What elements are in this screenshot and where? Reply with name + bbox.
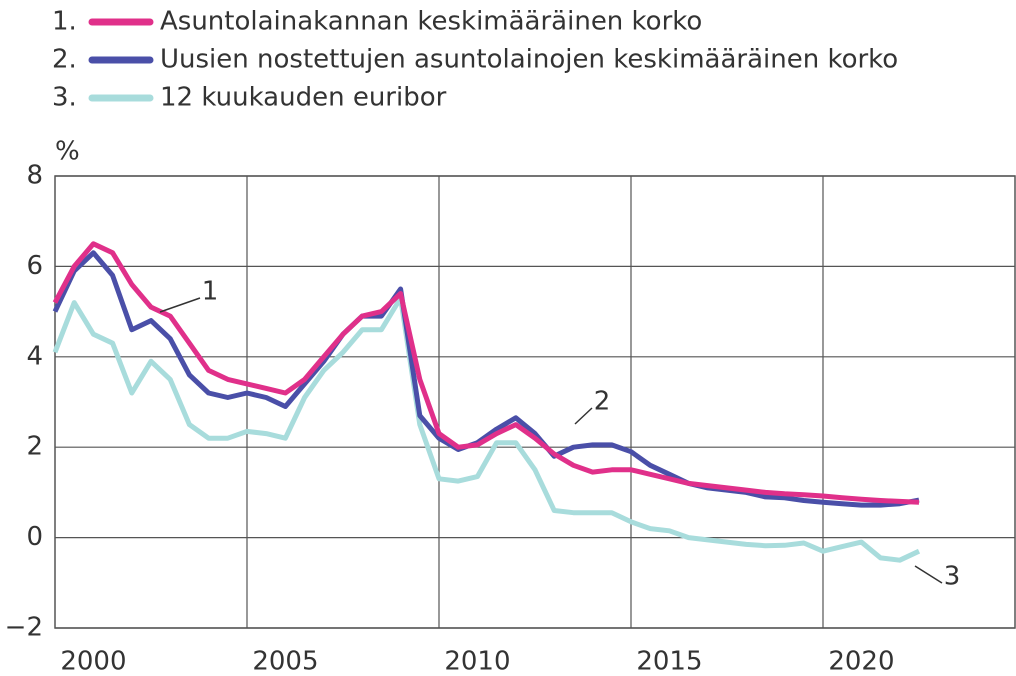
legend-number: 2.: [52, 45, 77, 75]
series-line: [52, 241, 920, 505]
legend-label: Uusien nostettujen asuntolainojen keskim…: [160, 45, 898, 75]
legend-number: 1.: [52, 7, 77, 37]
series-line: [52, 295, 921, 563]
annotation-leader: [914, 565, 943, 584]
y-tick-label: 0: [26, 522, 43, 552]
x-tick-label: 2005: [252, 647, 318, 676]
y-tick-label: 4: [26, 341, 43, 371]
legend-label: 12 kuukauden euribor: [160, 83, 447, 113]
x-tick-label: 2020: [828, 647, 894, 676]
y-tick-label: 6: [26, 251, 43, 281]
legend-label: Asuntolainakannan keskimääräinen korko: [160, 7, 702, 37]
annotation: 1: [202, 277, 219, 307]
plot-frame: [54, 175, 1016, 629]
series-line: [52, 250, 920, 508]
y-tick-label: 8: [26, 161, 43, 191]
annotation-leader: [159, 297, 201, 313]
annotation: 2: [594, 387, 611, 417]
x-tick-label: 2010: [444, 647, 510, 676]
annotation: 3: [944, 562, 961, 592]
legend-number: 3.: [52, 83, 77, 113]
y-tick-label: 2: [26, 432, 43, 462]
y-axis-label: %: [55, 137, 80, 167]
x-tick-label: 2015: [636, 647, 702, 676]
annotation-leader: [574, 407, 593, 425]
x-tick-label: 2000: [60, 647, 126, 676]
y-tick-label: −2: [5, 613, 43, 643]
